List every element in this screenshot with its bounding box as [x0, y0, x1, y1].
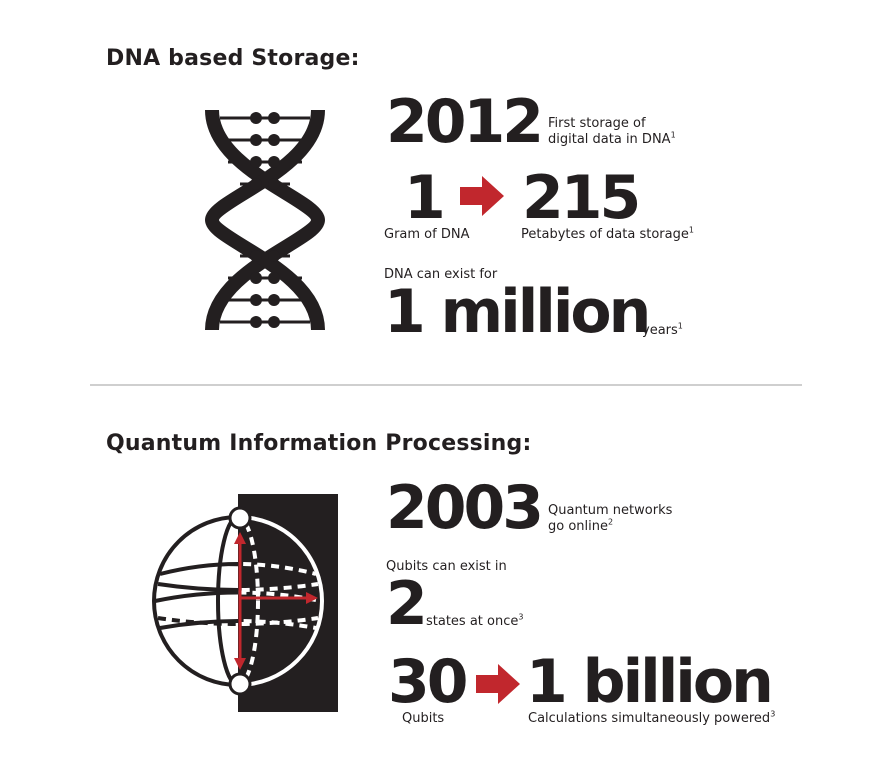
calculations-caption: Calculations simultaneously powered3 [528, 709, 776, 727]
qubits-count-caption: Qubits [402, 711, 445, 726]
dna-gram-caption: Gram of DNA [384, 227, 470, 242]
caption-text: years [642, 323, 678, 338]
dna-exist-prefix: DNA can exist for [384, 267, 498, 282]
footnote-marker: 2 [608, 517, 614, 527]
footnote-marker: 1 [688, 225, 694, 235]
caption-line: go online2 [548, 517, 672, 535]
caption-text: states at once [426, 614, 519, 629]
qubits-states-caption: states at once3 [426, 612, 524, 630]
calculations-value: 1 billion [526, 647, 774, 717]
qubits-states-prefix: Qubits can exist in [386, 559, 507, 574]
caption-line: digital data in DNA1 [548, 130, 676, 148]
quantum-section-heading: Quantum Information Processing: [106, 431, 532, 456]
footnote-marker: 3 [770, 709, 776, 719]
dna-exist-unit: years1 [642, 321, 683, 339]
footnote-marker: 1 [670, 130, 676, 140]
dna-first-storage-caption: First storage of digital data in DNA1 [548, 116, 676, 148]
caption-text: digital data in DNA [548, 132, 671, 147]
dna-exist-value: 1 million [384, 277, 651, 347]
qubits-count-value: 30 [388, 647, 468, 717]
dna-section-heading: DNA based Storage: [106, 46, 360, 71]
dna-petabytes-value: 215 [522, 163, 641, 233]
caption-line: First storage of [548, 116, 646, 131]
dna-petabytes-caption: Petabytes of data storage1 [521, 225, 694, 243]
dna-first-storage-year: 2012 [386, 87, 544, 157]
footnote-marker: 3 [518, 612, 524, 622]
right-arrow-icon [476, 664, 520, 704]
dna-gram-value: 1 [404, 163, 446, 233]
caption-text: Calculations simultaneously powered [528, 711, 771, 726]
quantum-networks-year: 2003 [386, 473, 544, 543]
right-arrow-icon [460, 176, 504, 216]
bloch-sphere-icon [150, 492, 350, 714]
caption-text: go online [548, 519, 608, 534]
caption-text: Petabytes of data storage [521, 227, 689, 242]
caption-line: Quantum networks [548, 503, 673, 518]
quantum-networks-caption: Quantum networks go online2 [548, 503, 672, 535]
qubits-states-value: 2 [386, 569, 428, 639]
dna-helix-icon [190, 100, 340, 340]
section-divider [90, 384, 802, 386]
footnote-marker: 1 [677, 321, 683, 331]
